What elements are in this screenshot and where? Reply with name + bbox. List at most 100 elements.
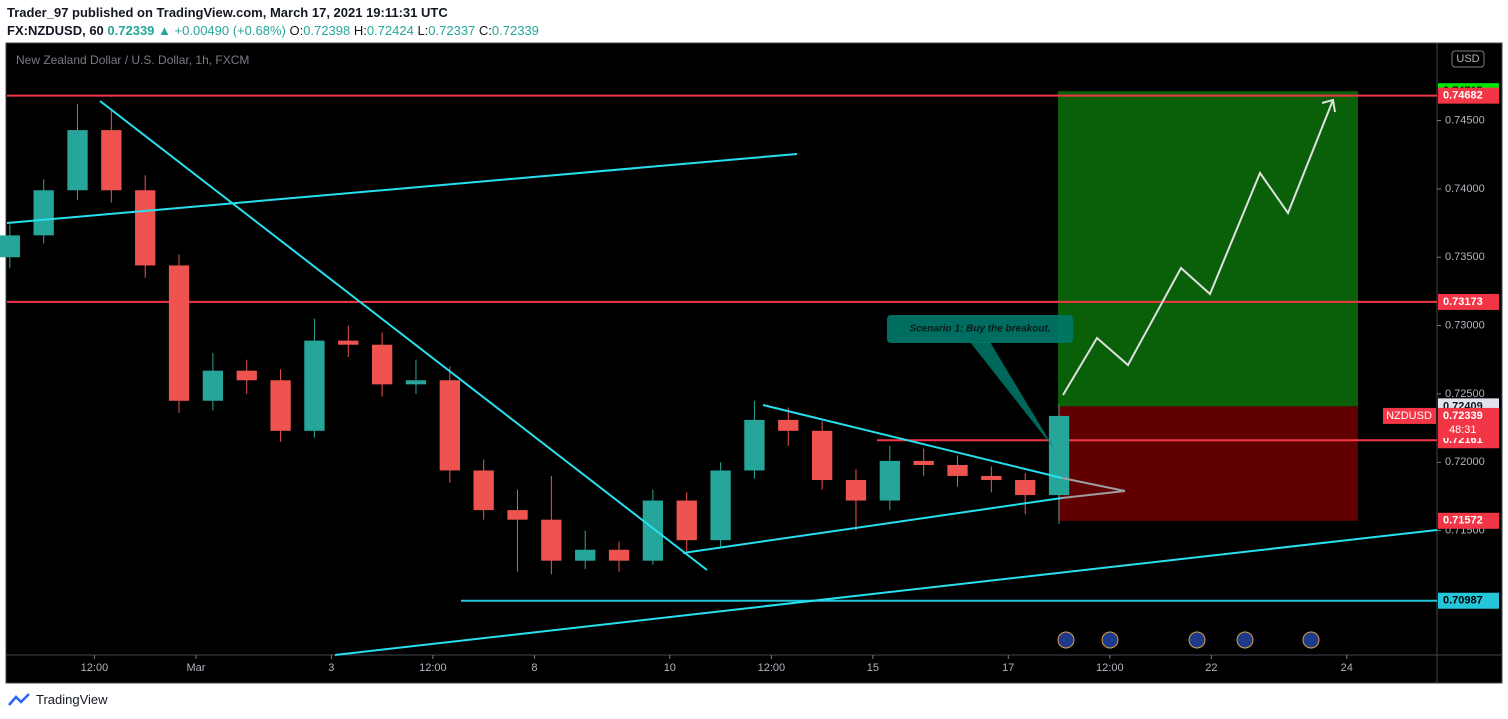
currency-button[interactable] <box>1451 50 1485 68</box>
marks <box>0 91 1437 602</box>
line-tag-bg <box>1438 592 1499 609</box>
candle-body <box>845 480 867 501</box>
candle-body <box>338 340 359 345</box>
x-tick-label: 17 <box>1002 662 1014 674</box>
ohlc-value: 0.72398 <box>303 23 351 38</box>
event-icon[interactable] <box>1236 631 1254 649</box>
logo <box>8 692 30 706</box>
candle-body <box>947 465 968 476</box>
projection-path <box>1062 99 1334 396</box>
ohlc-label: H: <box>353 23 367 38</box>
candle-body <box>135 190 156 266</box>
candle-body <box>304 340 325 431</box>
candle-body <box>811 430 833 481</box>
candle-body <box>575 549 596 561</box>
chart: New Zealand Dollar / U.S. Dollar, 1h, FX… <box>0 42 1503 684</box>
candle-body <box>473 470 494 511</box>
stop-zone <box>1058 406 1358 521</box>
line-tag: 0.73173 <box>1443 296 1483 308</box>
trendline <box>99 100 708 571</box>
arrow-head <box>1321 98 1336 113</box>
ohlc-label: C: <box>478 23 492 38</box>
last-price-bg <box>1438 407 1499 438</box>
x-tick-label: 12:00 <box>1096 662 1124 674</box>
trendline <box>6 153 798 224</box>
y-tick-label: 0.74500 <box>1445 114 1485 126</box>
line-tag: 0.70987 <box>1443 595 1483 607</box>
ohlc-value: 0.72337 <box>428 23 476 38</box>
candle-body <box>101 130 122 191</box>
trendline <box>334 529 1438 656</box>
symbol-tag: NZDUSD <box>1386 410 1432 422</box>
line-tag-bg <box>1438 87 1499 104</box>
trendline <box>682 497 1063 554</box>
last-price: 0.72339 <box>1443 410 1483 422</box>
candle-body <box>168 265 190 401</box>
countdown: 48:31 <box>1449 424 1477 436</box>
x-tick-label: 12:00 <box>419 662 447 674</box>
last: 0.72339 <box>107 23 155 38</box>
ohlc: O:0.72398 H:0.72424 L:0.72337 C:0.72339 <box>289 23 538 38</box>
candle-body <box>371 344 393 385</box>
candle-body <box>744 419 765 471</box>
x-tick-label: 15 <box>867 662 879 674</box>
symbol-tag-bg <box>1383 407 1436 424</box>
y-tick-label: 0.72500 <box>1445 388 1485 400</box>
x-tick-label: 22 <box>1205 662 1217 674</box>
y-tick-label: 0.74000 <box>1445 183 1485 195</box>
candle-body <box>202 370 224 401</box>
events <box>1057 631 1320 649</box>
currency[interactable]: USD <box>1456 53 1479 65</box>
x-tick-label: 8 <box>531 662 537 674</box>
x-tick-label: 12:00 <box>758 662 786 674</box>
y-tick-label: 0.73500 <box>1445 251 1485 263</box>
chart-subtitle: New Zealand Dollar / U.S. Dollar, 1h, FX… <box>16 53 249 67</box>
y-tick-label: 0.73000 <box>1445 319 1485 331</box>
candle-body <box>778 419 799 431</box>
footer: TradingView <box>8 692 108 707</box>
event-icon[interactable] <box>1302 631 1320 649</box>
x-tick-label: 24 <box>1341 662 1353 674</box>
callout-box <box>887 315 1073 343</box>
candle-body <box>676 500 697 541</box>
ohlc-value: 0.72339 <box>491 23 539 38</box>
x-tick-label: 10 <box>664 662 676 674</box>
candle-body <box>507 510 528 520</box>
candle-body <box>1015 480 1036 496</box>
stop-tag-bg <box>1438 512 1499 529</box>
trendline-extension <box>1061 477 1126 492</box>
candle-body <box>1048 415 1070 496</box>
candle-body <box>270 380 291 431</box>
event-icon[interactable] <box>1057 631 1075 649</box>
candle-body <box>67 130 88 191</box>
line-tag-bg <box>1438 293 1499 310</box>
candle-body <box>0 235 20 258</box>
candle-body <box>981 475 1002 481</box>
event-icon[interactable] <box>1188 631 1206 649</box>
callout-pointer <box>970 342 1055 450</box>
trendline-extension <box>1061 490 1126 499</box>
header: Trader_97 published on TradingView.com, … <box>7 4 539 40</box>
ohlc-value: 0.72424 <box>366 23 414 38</box>
candle-body <box>608 549 630 561</box>
publish-line: Trader_97 published on TradingView.com, … <box>7 5 448 20</box>
candle-body <box>642 500 664 561</box>
event-icon[interactable] <box>1101 631 1119 649</box>
quote-line: FX:NZDUSD, 60 0.72339 ▲ +0.00490 (+0.68%… <box>7 22 539 40</box>
symbol: FX:NZDUSD, 60 <box>7 23 104 38</box>
brand: TradingView <box>36 692 108 707</box>
candle-body <box>439 380 460 471</box>
trendline <box>762 404 1063 479</box>
drawings <box>6 98 1438 656</box>
candle-body <box>710 470 731 541</box>
x-tick-label: 3 <box>328 662 334 674</box>
candle-body <box>405 380 427 385</box>
candle-body <box>913 460 934 466</box>
target-zone <box>1058 91 1358 407</box>
candle-body <box>879 460 900 501</box>
stop-tag: 0.71572 <box>1443 515 1483 527</box>
change: ▲ +0.00490 (+0.68%) <box>158 23 286 38</box>
candle-body <box>33 190 54 236</box>
y-tick-label: 0.72000 <box>1445 456 1485 468</box>
